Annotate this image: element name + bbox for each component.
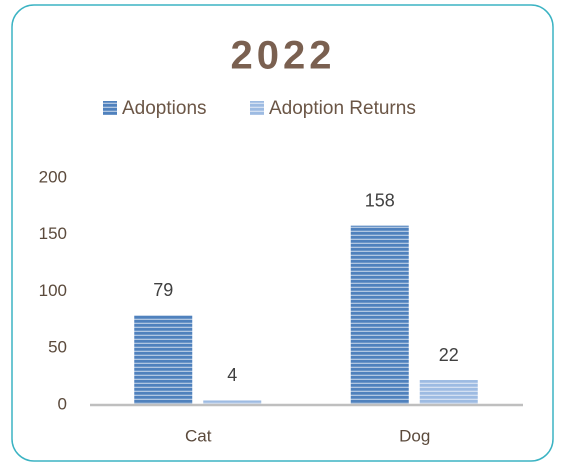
bar: [350, 225, 409, 405]
legend-label: Adoption Returns: [269, 98, 416, 119]
data-label: 79: [153, 280, 173, 300]
legend-swatch: [250, 101, 264, 115]
data-label: 22: [439, 345, 459, 365]
bar: [134, 315, 193, 405]
data-label: 158: [365, 190, 395, 210]
chart-title: 2022: [231, 34, 336, 78]
x-tick-label: Dog: [399, 426, 430, 445]
y-tick-label: 200: [39, 167, 67, 186]
y-tick-label: 0: [58, 394, 67, 413]
y-tick-label: 150: [39, 224, 67, 243]
y-tick-label: 50: [48, 338, 67, 357]
legend-swatch: [103, 101, 117, 115]
legend-label: Adoptions: [122, 98, 207, 119]
y-tick-label: 100: [39, 281, 67, 300]
bar: [203, 400, 262, 405]
bar: [419, 380, 478, 405]
data-label: 4: [227, 365, 237, 385]
x-tick-label: Cat: [185, 426, 212, 445]
